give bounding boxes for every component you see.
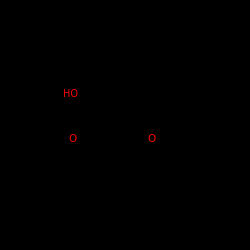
Text: O: O xyxy=(68,134,76,144)
Text: HO: HO xyxy=(62,89,78,99)
Text: O: O xyxy=(147,134,156,144)
